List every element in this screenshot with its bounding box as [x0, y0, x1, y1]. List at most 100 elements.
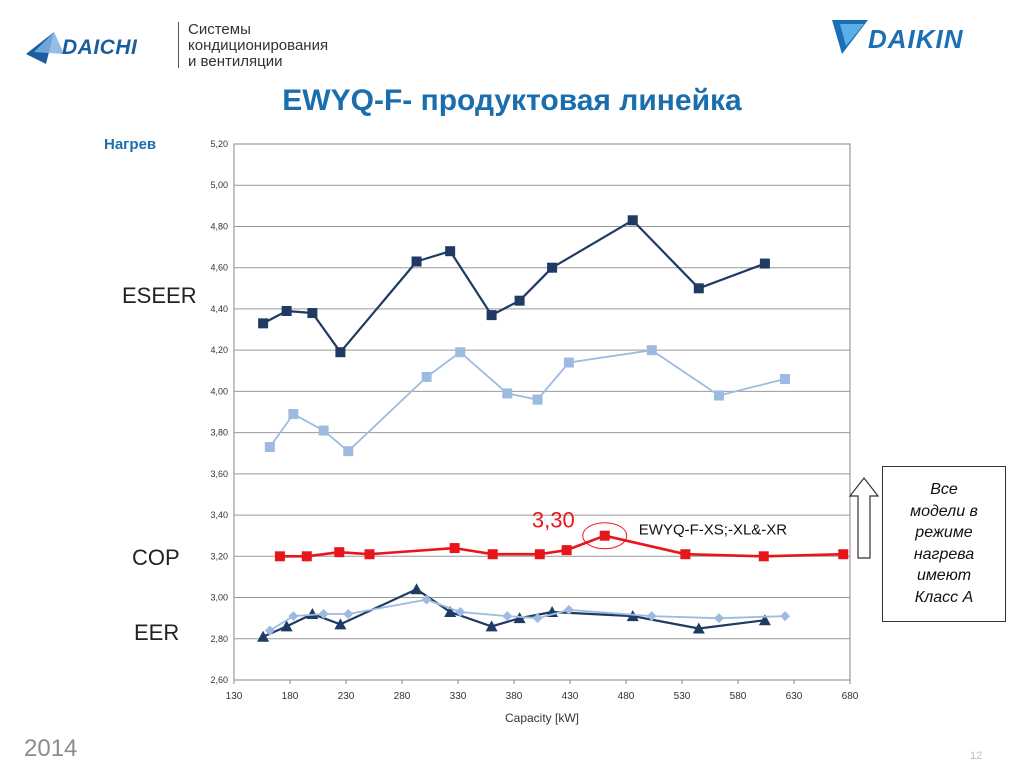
- data-point-cop: [364, 549, 375, 560]
- daichi-tagline-line: кондиционирования: [188, 37, 329, 54]
- data-point-eer_dark: [410, 583, 423, 595]
- data-point-eseer_dark: [514, 295, 525, 306]
- note-line: модели в: [910, 502, 978, 520]
- x-tick-label: 380: [506, 691, 523, 702]
- data-point-eseer_dark: [759, 258, 770, 269]
- data-point-cop: [487, 549, 498, 560]
- data-point-eseer_dark: [307, 308, 318, 319]
- data-point-eseer_dark: [693, 283, 704, 294]
- daichi-tagline-line: Системы: [188, 21, 251, 38]
- daichi-logo-icon: [26, 32, 64, 64]
- note-line: нагрева: [913, 545, 975, 563]
- highlight-circle: [582, 522, 628, 550]
- data-point-eseer_dark: [281, 305, 292, 316]
- y-tick-label: 4,80: [210, 221, 228, 231]
- daichi-tagline-line: и вентиляции: [188, 53, 283, 70]
- data-point-eseer_light: [646, 345, 657, 356]
- data-point-eer_light: [532, 613, 543, 624]
- data-point-eseer_dark: [486, 310, 497, 321]
- data-point-cop: [599, 530, 610, 541]
- daichi-brand: DAICHI: [62, 36, 138, 59]
- plot-area: [233, 143, 851, 681]
- up-arrow-icon: [848, 477, 880, 559]
- data-point-cop: [274, 551, 285, 562]
- x-tick-label: 430: [562, 691, 579, 702]
- daikin-brand: DAIKIN: [868, 24, 964, 54]
- data-point-eseer_light: [713, 390, 724, 401]
- data-series: [257, 215, 849, 642]
- y-tick-label: 4,40: [210, 304, 228, 314]
- data-point-eseer_light: [343, 446, 354, 457]
- annotation-value: 3,30: [532, 508, 575, 533]
- y-tick-label: 3,40: [210, 510, 228, 520]
- note-line: Класс А: [914, 588, 974, 606]
- y-tick-label: 4,60: [210, 263, 228, 273]
- y-tick-label: 2,60: [210, 675, 228, 685]
- x-tick-label: 480: [618, 691, 635, 702]
- data-point-eer_dark: [257, 630, 270, 642]
- series-label-cop: COP: [132, 545, 180, 570]
- series-line-eseer_light: [269, 349, 786, 453]
- annotation-model-range: EWYQ-F-XS;-XL&-XR: [639, 522, 788, 539]
- data-point-eer_light: [780, 611, 791, 622]
- data-point-eer_light: [264, 625, 275, 636]
- x-tick-label: 530: [674, 691, 691, 702]
- y-tick-label: 5,20: [210, 139, 228, 149]
- note-box: Все модели в режиме нагрева имеют Класс …: [882, 466, 1006, 622]
- data-point-cop: [334, 547, 345, 558]
- data-point-eer_dark: [444, 605, 457, 617]
- data-point-eseer_dark: [627, 215, 638, 226]
- y-tick-label: 2,80: [210, 634, 228, 644]
- data-point-eseer_light: [421, 371, 432, 382]
- data-point-eer_light: [318, 609, 329, 620]
- note-line: имеют: [916, 567, 972, 585]
- data-point-eseer_light: [502, 388, 513, 399]
- x-tick-label: 580: [730, 691, 747, 702]
- data-point-eer_light: [455, 606, 466, 617]
- series-label-eer: EER: [134, 620, 180, 645]
- axis-tick-labels: 2,60 2,80 3,00 3,20 3,40 3,60 3,80 4,00 4,20 4,40…: [210, 139, 858, 702]
- mode-label: Нагрев: [104, 136, 157, 153]
- data-point-eseer_light: [532, 394, 543, 405]
- data-point-eer_dark: [280, 620, 293, 632]
- data-point-eseer_light: [455, 347, 466, 358]
- data-point-eer_dark: [692, 622, 705, 634]
- note-line: Все: [930, 481, 958, 498]
- data-point-eer_light: [421, 594, 432, 605]
- x-tick-label: 330: [450, 691, 467, 702]
- data-point-cop: [534, 549, 545, 560]
- series-line-cop: [279, 534, 844, 558]
- data-point-eseer_light: [264, 442, 275, 453]
- data-point-eseer_dark: [445, 246, 456, 257]
- x-tick-label: 180: [282, 691, 299, 702]
- data-point-eer_light: [343, 609, 354, 620]
- x-tick-label: 130: [226, 691, 243, 702]
- y-tick-label: 3,80: [210, 428, 228, 438]
- footer-year: 2014: [24, 735, 78, 762]
- y-tick-label: 3,20: [210, 551, 228, 561]
- data-point-eer_dark: [626, 610, 639, 622]
- x-tick-label: 630: [786, 691, 803, 702]
- data-point-eer_dark: [485, 620, 498, 632]
- series-line-eer_light: [269, 598, 786, 632]
- data-point-eseer_dark: [258, 318, 269, 329]
- data-point-eseer_dark: [335, 347, 346, 358]
- data-point-eer_light: [502, 611, 513, 622]
- data-point-cop: [301, 551, 312, 562]
- daichi-tagline: Системы кондиционирования и вентиляции: [188, 22, 328, 70]
- data-point-cop: [561, 545, 572, 556]
- data-point-eer_light: [713, 613, 724, 624]
- x-tick-label: 280: [394, 691, 411, 702]
- y-tick-label: 5,00: [210, 180, 228, 190]
- header-divider: [178, 22, 179, 68]
- data-point-eseer_light: [563, 357, 574, 368]
- data-point-eer_dark: [306, 608, 319, 620]
- x-tick-label: 230: [338, 691, 355, 702]
- data-point-eseer_light: [318, 425, 329, 436]
- page-number: 12: [970, 750, 983, 762]
- data-point-cop: [680, 549, 691, 560]
- x-tick-label: 680: [842, 691, 859, 702]
- data-point-cop: [758, 551, 769, 562]
- data-point-eseer_light: [780, 374, 791, 385]
